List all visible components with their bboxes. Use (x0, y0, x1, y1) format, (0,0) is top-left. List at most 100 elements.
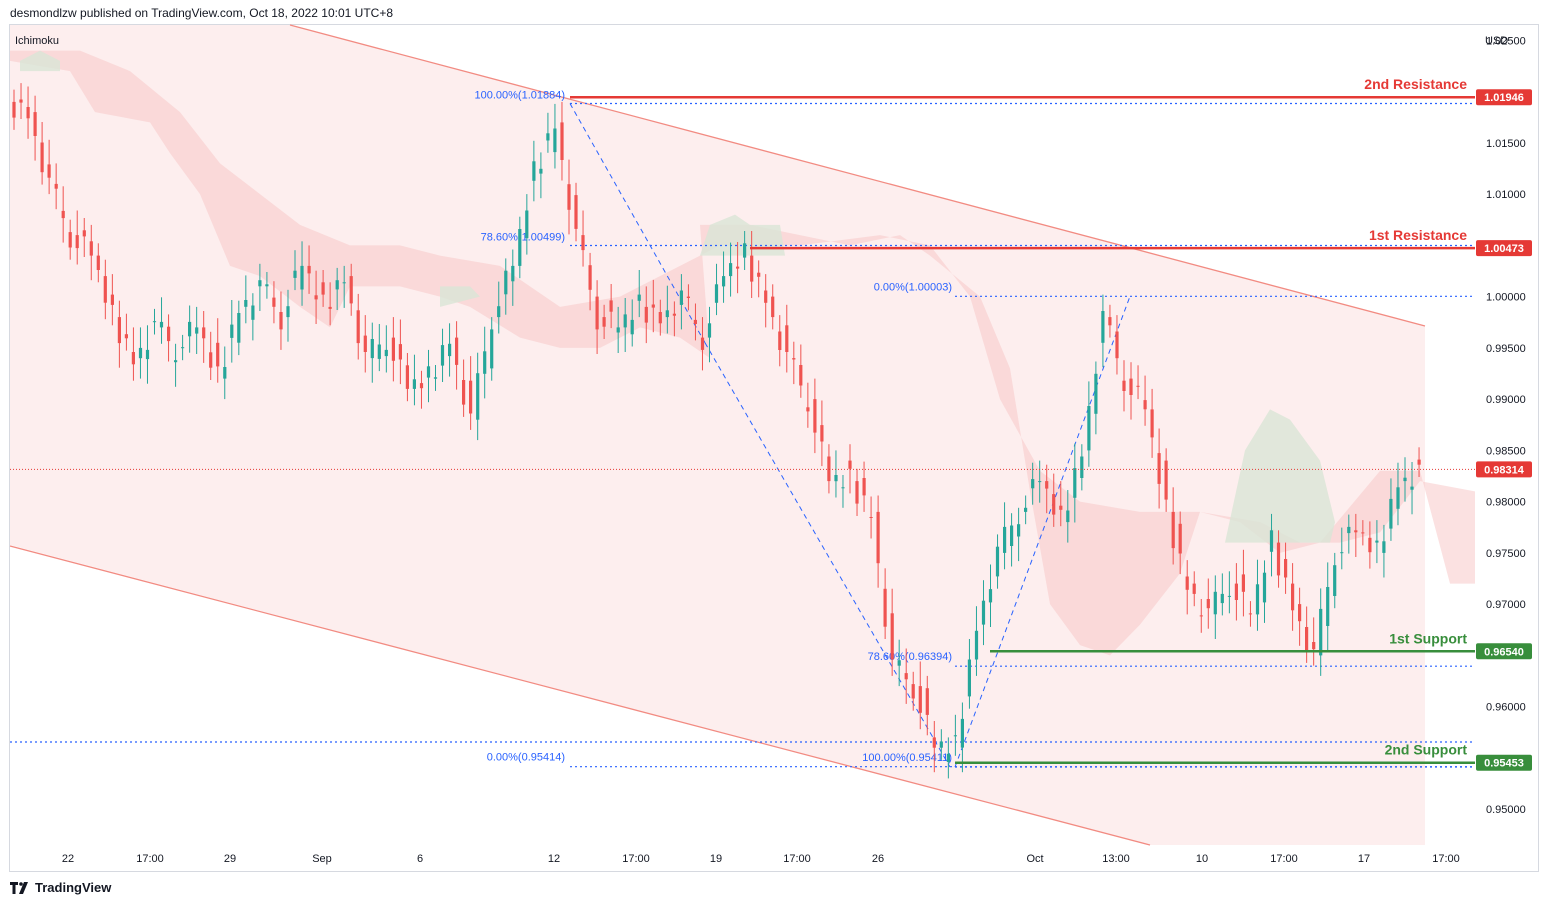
candle-body[interactable] (960, 718, 964, 748)
candle-body[interactable] (1220, 593, 1224, 604)
candle-body[interactable] (124, 334, 128, 339)
candle-body[interactable] (61, 210, 65, 219)
candle-body[interactable] (567, 184, 571, 210)
candle-body[interactable] (1094, 373, 1098, 414)
candle-body[interactable] (630, 319, 634, 335)
candle-body[interactable] (1417, 459, 1421, 465)
candle-body[interactable] (1150, 409, 1154, 438)
candle-body[interactable] (1010, 525, 1014, 547)
candle-body[interactable] (693, 319, 697, 324)
candle-body[interactable] (152, 321, 157, 323)
candle-body[interactable] (335, 280, 339, 290)
candle-body[interactable] (953, 735, 957, 737)
candle-body[interactable] (1368, 537, 1372, 553)
candle-body[interactable] (110, 294, 114, 305)
candle-body[interactable] (792, 358, 796, 360)
candle-body[interactable] (736, 266, 740, 269)
candle-body[interactable] (398, 344, 402, 360)
candle-body[interactable] (12, 101, 16, 118)
candle-body[interactable] (1206, 599, 1210, 609)
candle-body[interactable] (342, 282, 346, 284)
candle-body[interactable] (455, 337, 459, 365)
candle-body[interactable] (504, 270, 508, 295)
candle-body[interactable] (272, 297, 276, 307)
candle-body[interactable] (799, 365, 803, 386)
candle-body[interactable] (89, 241, 93, 256)
candle-body[interactable] (511, 265, 515, 282)
candle-body[interactable] (1031, 479, 1035, 489)
candle-body[interactable] (1227, 595, 1231, 597)
candle-body[interactable] (897, 660, 901, 666)
candle-body[interactable] (33, 112, 37, 136)
candle-body[interactable] (764, 290, 768, 303)
candle-body[interactable] (1080, 456, 1084, 479)
candle-body[interactable] (384, 349, 388, 357)
candle-body[interactable] (321, 282, 325, 295)
candle-body[interactable] (426, 366, 431, 378)
candle-body[interactable] (729, 263, 733, 277)
candle-body[interactable] (300, 265, 304, 290)
candle-body[interactable] (1291, 583, 1295, 611)
candle-body[interactable] (433, 377, 438, 379)
candle-body[interactable] (195, 327, 199, 334)
candle-body[interactable] (419, 383, 424, 389)
candle-body[interactable] (1375, 540, 1379, 543)
candle-body[interactable] (1136, 385, 1140, 387)
candle-body[interactable] (855, 481, 859, 504)
candle-body[interactable] (216, 342, 220, 367)
candle-body[interactable] (223, 367, 227, 379)
candle-body[interactable] (700, 337, 705, 350)
candle-body[interactable] (244, 300, 248, 307)
candle-body[interactable] (785, 325, 789, 352)
candle-body[interactable] (974, 630, 979, 660)
candle-body[interactable] (1192, 583, 1196, 594)
candle-body[interactable] (714, 284, 719, 303)
candle-body[interactable] (1045, 481, 1049, 489)
candle-body[interactable] (356, 310, 360, 344)
candle-body[interactable] (174, 360, 178, 363)
candle-body[interactable] (904, 673, 908, 680)
candle-body[interactable] (251, 305, 255, 320)
candle-body[interactable] (806, 407, 810, 412)
candle-body[interactable] (595, 296, 599, 330)
candle-body[interactable] (279, 312, 283, 330)
candle-body[interactable] (1276, 542, 1281, 576)
candle-body[interactable] (54, 183, 58, 189)
candle-body[interactable] (750, 255, 754, 282)
candle-body[interactable] (1248, 613, 1252, 615)
candle-body[interactable] (827, 456, 831, 482)
candle-body[interactable] (1024, 507, 1028, 512)
candle-body[interactable] (771, 296, 775, 318)
candle-body[interactable] (574, 195, 578, 229)
candle-body[interactable] (1305, 627, 1309, 651)
candle-body[interactable] (1101, 311, 1105, 343)
candle-body[interactable] (209, 352, 213, 368)
candle-body[interactable] (525, 210, 529, 239)
candle-body[interactable] (370, 339, 374, 359)
candle-body[interactable] (981, 600, 986, 625)
candle-body[interactable] (1347, 526, 1351, 534)
candle-body[interactable] (757, 272, 761, 277)
candle-body[interactable] (405, 365, 409, 389)
candle-body[interactable] (1326, 587, 1330, 626)
candle-body[interactable] (988, 589, 993, 603)
candle-body[interactable] (1284, 559, 1288, 578)
candle-body[interactable] (560, 122, 564, 160)
candle-body[interactable] (19, 99, 23, 103)
candle-body[interactable] (138, 347, 143, 359)
candle-body[interactable] (1122, 380, 1126, 391)
candle-body[interactable] (328, 306, 332, 309)
candle-body[interactable] (883, 588, 887, 627)
candle-body[interactable] (363, 335, 367, 352)
candle-body[interactable] (40, 142, 44, 173)
candle-body[interactable] (925, 688, 929, 715)
candle-body[interactable] (588, 265, 592, 290)
candle-body[interactable] (651, 304, 655, 308)
candle-body[interactable] (1298, 604, 1302, 622)
candle-body[interactable] (946, 753, 950, 762)
candle-body[interactable] (967, 659, 971, 697)
candle-body[interactable] (314, 295, 318, 300)
candle-body[interactable] (1361, 532, 1365, 534)
candle-body[interactable] (848, 460, 852, 469)
